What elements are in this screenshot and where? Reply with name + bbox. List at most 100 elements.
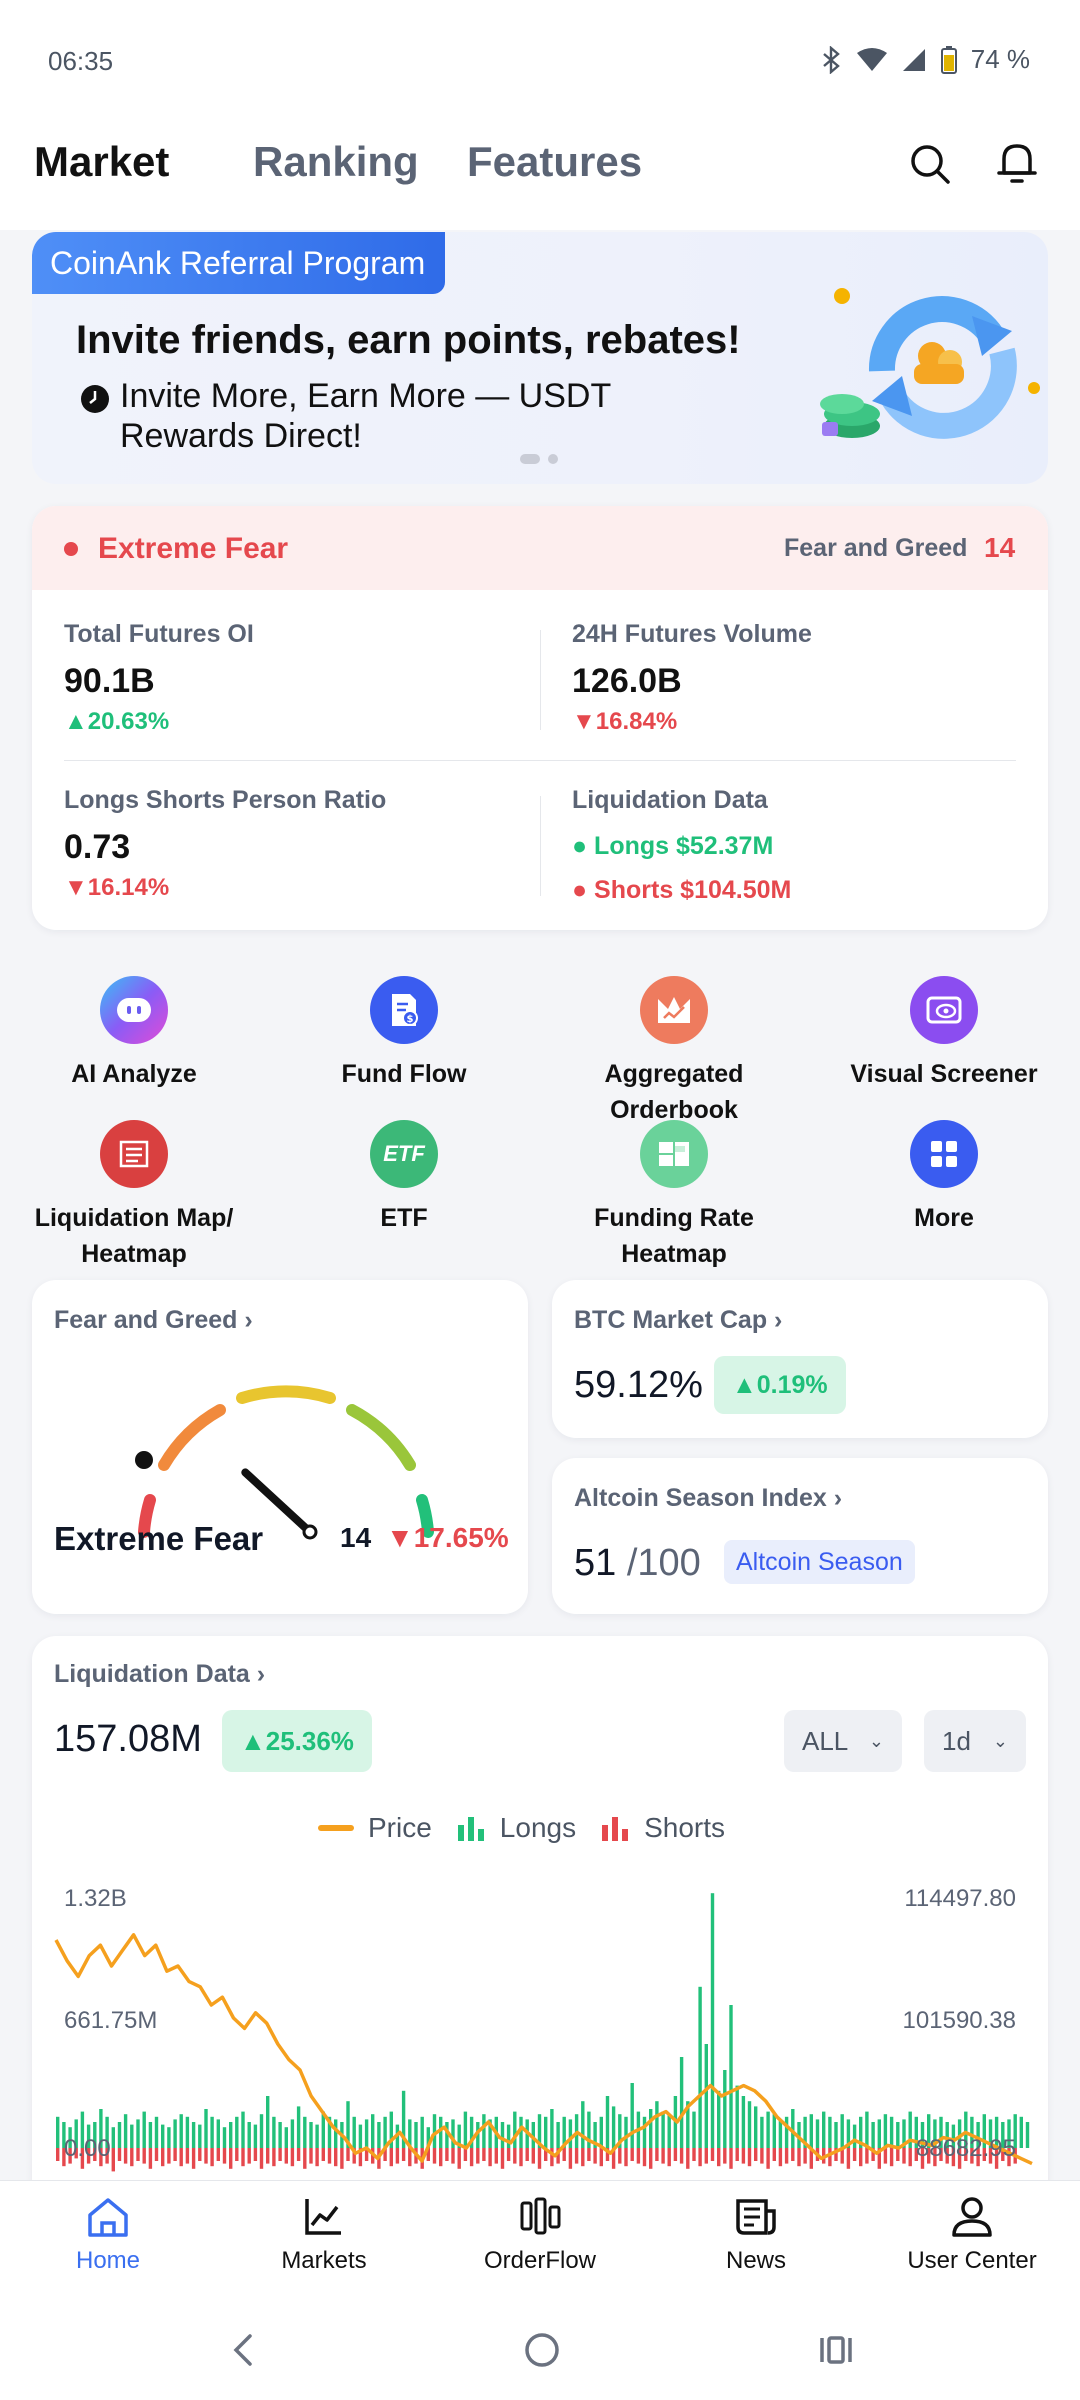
shorts-bar [167, 2148, 171, 2164]
quick-action-etf[interactable]: ETF ETF [274, 1120, 534, 1236]
liq-filter-select[interactable]: ALL ⌄ [784, 1710, 902, 1772]
shorts-bar [408, 2148, 412, 2167]
shorts-bar [117, 2148, 122, 2161]
shorts-legend-icon [602, 1817, 629, 1841]
longs-bar [284, 2127, 288, 2148]
quick-action-aggregated-orderbook[interactable]: Aggregated Orderbook [544, 976, 804, 1128]
nav-home[interactable]: Home [8, 2195, 208, 2275]
bell-icon[interactable] [996, 140, 1038, 186]
banner-dot[interactable] [548, 454, 558, 464]
price-legend-swatch [318, 1825, 354, 1831]
shorts-bar [686, 2148, 690, 2169]
shorts-bar [994, 2148, 999, 2169]
quick-action-visual-screener[interactable]: Visual Screener [814, 976, 1074, 1092]
search-icon[interactable] [908, 142, 952, 186]
liq-interval-select[interactable]: 1d ⌄ [924, 1710, 1026, 1772]
shorts-bar [513, 2148, 517, 2164]
shorts-bar [426, 2148, 430, 2161]
quick-action-label: Fund Flow [341, 1060, 467, 1088]
liq-total: 157.08M [54, 1718, 202, 1760]
more-grid-icon [910, 1120, 978, 1188]
longs-bar [611, 2106, 616, 2148]
shorts-bar [142, 2148, 146, 2164]
shorts-bar [315, 2148, 319, 2167]
longs-bar [346, 2101, 350, 2148]
shorts-bar [476, 2148, 480, 2164]
home-circle-icon[interactable] [522, 2330, 562, 2370]
longs-bar [556, 2122, 560, 2148]
nav-news[interactable]: News [656, 2195, 856, 2275]
battery-level: 74 % [970, 44, 1030, 74]
nav-user-center[interactable]: User Center [872, 2195, 1072, 2275]
quick-action-funding-rate-heatmap[interactable]: Funding Rate Heatmap [544, 1120, 804, 1272]
liquidation-card[interactable]: Liquidation Data › 157.08M ▲25.36% ALL ⌄ … [32, 1636, 1048, 2236]
longs-bar [93, 2122, 97, 2148]
shorts-bar [951, 2148, 956, 2167]
shorts-bar [747, 2148, 752, 2167]
shorts-bar [803, 2148, 807, 2164]
shorts-bar [704, 2148, 708, 2164]
shorts-bar [253, 2148, 258, 2161]
fear-banner[interactable]: Extreme Fear Fear and Greed 14 [32, 506, 1048, 590]
shorts-bar [506, 2148, 511, 2161]
shorts-bar [123, 2148, 128, 2164]
ai-analyze-icon [100, 976, 168, 1044]
referral-banner[interactable]: CoinAnk Referral Program Invite friends,… [32, 232, 1048, 484]
tab-ranking[interactable]: Ranking [253, 138, 419, 185]
banner-dot-active[interactable] [520, 454, 540, 464]
shorts-bar [1001, 2148, 1005, 2161]
shorts-bar [296, 2148, 301, 2161]
fear-greed-card[interactable]: Fear and Greed › Extreme Fear 14 ▼17.65% [32, 1280, 528, 1614]
quick-action-label: AI Analyze [71, 1060, 197, 1088]
fear-dot [64, 542, 78, 556]
longs-bar [321, 2111, 325, 2148]
shorts-bar [692, 2148, 696, 2161]
shorts-bar [988, 2148, 993, 2164]
altcoin-season-card[interactable]: Altcoin Season Index › 51 /100 Altcoin S… [552, 1458, 1048, 1614]
fear-greed-title-text: Fear and Greed [54, 1306, 238, 1334]
shorts-bar [130, 2148, 134, 2167]
wifi-icon [856, 47, 887, 71]
bluetooth-icon [822, 45, 840, 74]
quick-action-fund-flow[interactable]: $ Fund Flow [274, 976, 534, 1092]
tab-market[interactable]: Market [34, 138, 170, 185]
longs-bar [130, 2124, 134, 2148]
shorts-bar [723, 2148, 727, 2164]
recents-icon[interactable] [816, 2330, 856, 2370]
banner-subtitle: Invite More, Earn More — USDT Rewards Di… [120, 376, 611, 456]
altcoin-value-number: 51 [574, 1542, 617, 1584]
back-icon[interactable] [228, 2330, 258, 2370]
quick-action-ai-analyze[interactable]: AI Analyze [4, 976, 264, 1092]
liq-longs: ● Longs $52.37M [572, 832, 774, 860]
shorts-bar [852, 2148, 857, 2161]
longs-bar [451, 2119, 455, 2148]
btc-market-cap-card[interactable]: BTC Market Cap › 59.12% ▲0.19% [552, 1280, 1048, 1438]
newspaper-icon [736, 2199, 776, 2235]
shorts-bar [266, 2148, 270, 2164]
longs-bar [136, 2119, 140, 2148]
shorts-bar [340, 2148, 344, 2169]
longs-bar [698, 1986, 702, 2148]
quick-action-more[interactable]: More [814, 1120, 1074, 1236]
longs-bar [988, 2119, 993, 2148]
longs-bar [259, 2114, 264, 2148]
longs-bar [500, 2122, 505, 2148]
metric-value: 0.73 [64, 828, 131, 866]
longs-bar [432, 2114, 437, 2148]
shorts-bar [791, 2148, 795, 2161]
quick-action-liquidation-map[interactable]: Liquidation Map/ Heatmap [4, 1120, 264, 1272]
status-time: 06:35 [48, 46, 114, 76]
liquidation-chart[interactable]: 1.32B 661.75M 0.00 114497.80 101590.38 8… [32, 1876, 1048, 2236]
shorts-bar [593, 2148, 597, 2164]
gauge-marker [135, 1451, 153, 1469]
altcoin-title-text: Altcoin Season Index [574, 1484, 827, 1512]
shorts-bar [327, 2148, 332, 2164]
nav-orderflow[interactable]: OrderFlow [440, 2195, 640, 2275]
nav-markets[interactable]: Markets [224, 2195, 424, 2275]
longs-bar [550, 2109, 554, 2148]
shorts-bar [883, 2148, 888, 2164]
shorts-bar [1007, 2148, 1011, 2167]
shorts-bar [809, 2148, 813, 2169]
tab-features[interactable]: Features [467, 138, 643, 185]
longs-bar [296, 2106, 301, 2148]
